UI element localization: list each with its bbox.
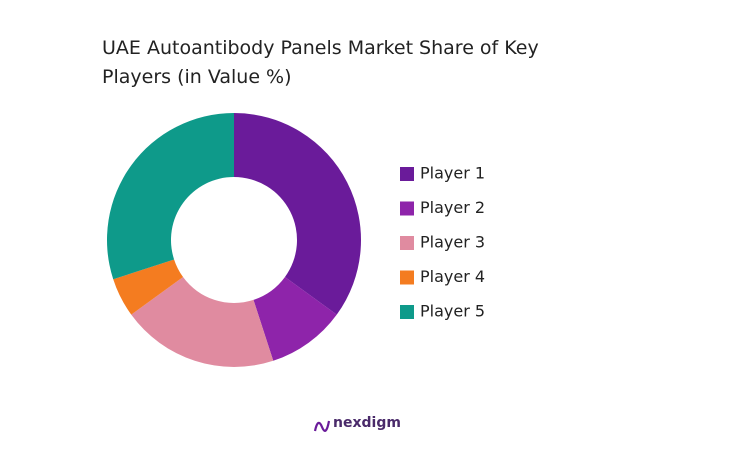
chart-title: UAE Autoantibody Panels Market Share of … — [102, 37, 539, 88]
logo-icon — [313, 420, 331, 432]
legend-label: Player 4 — [420, 267, 485, 286]
slice — [106, 113, 234, 280]
legend-label: Player 1 — [420, 164, 485, 183]
legend-swatch — [400, 167, 414, 181]
slice — [113, 259, 184, 315]
legend-label: Player 2 — [420, 198, 485, 217]
slice — [234, 113, 361, 315]
legend-swatch — [400, 270, 414, 285]
logo: nexdigm — [313, 415, 401, 432]
legend-swatch — [400, 236, 414, 250]
logo-text: nexdigm — [333, 415, 401, 431]
legend-label: Player 5 — [420, 302, 485, 321]
slice — [253, 277, 337, 361]
legend-swatch — [400, 201, 414, 216]
slice — [131, 277, 274, 367]
legend-label: Player 3 — [420, 233, 485, 252]
legend-swatch — [400, 305, 414, 319]
